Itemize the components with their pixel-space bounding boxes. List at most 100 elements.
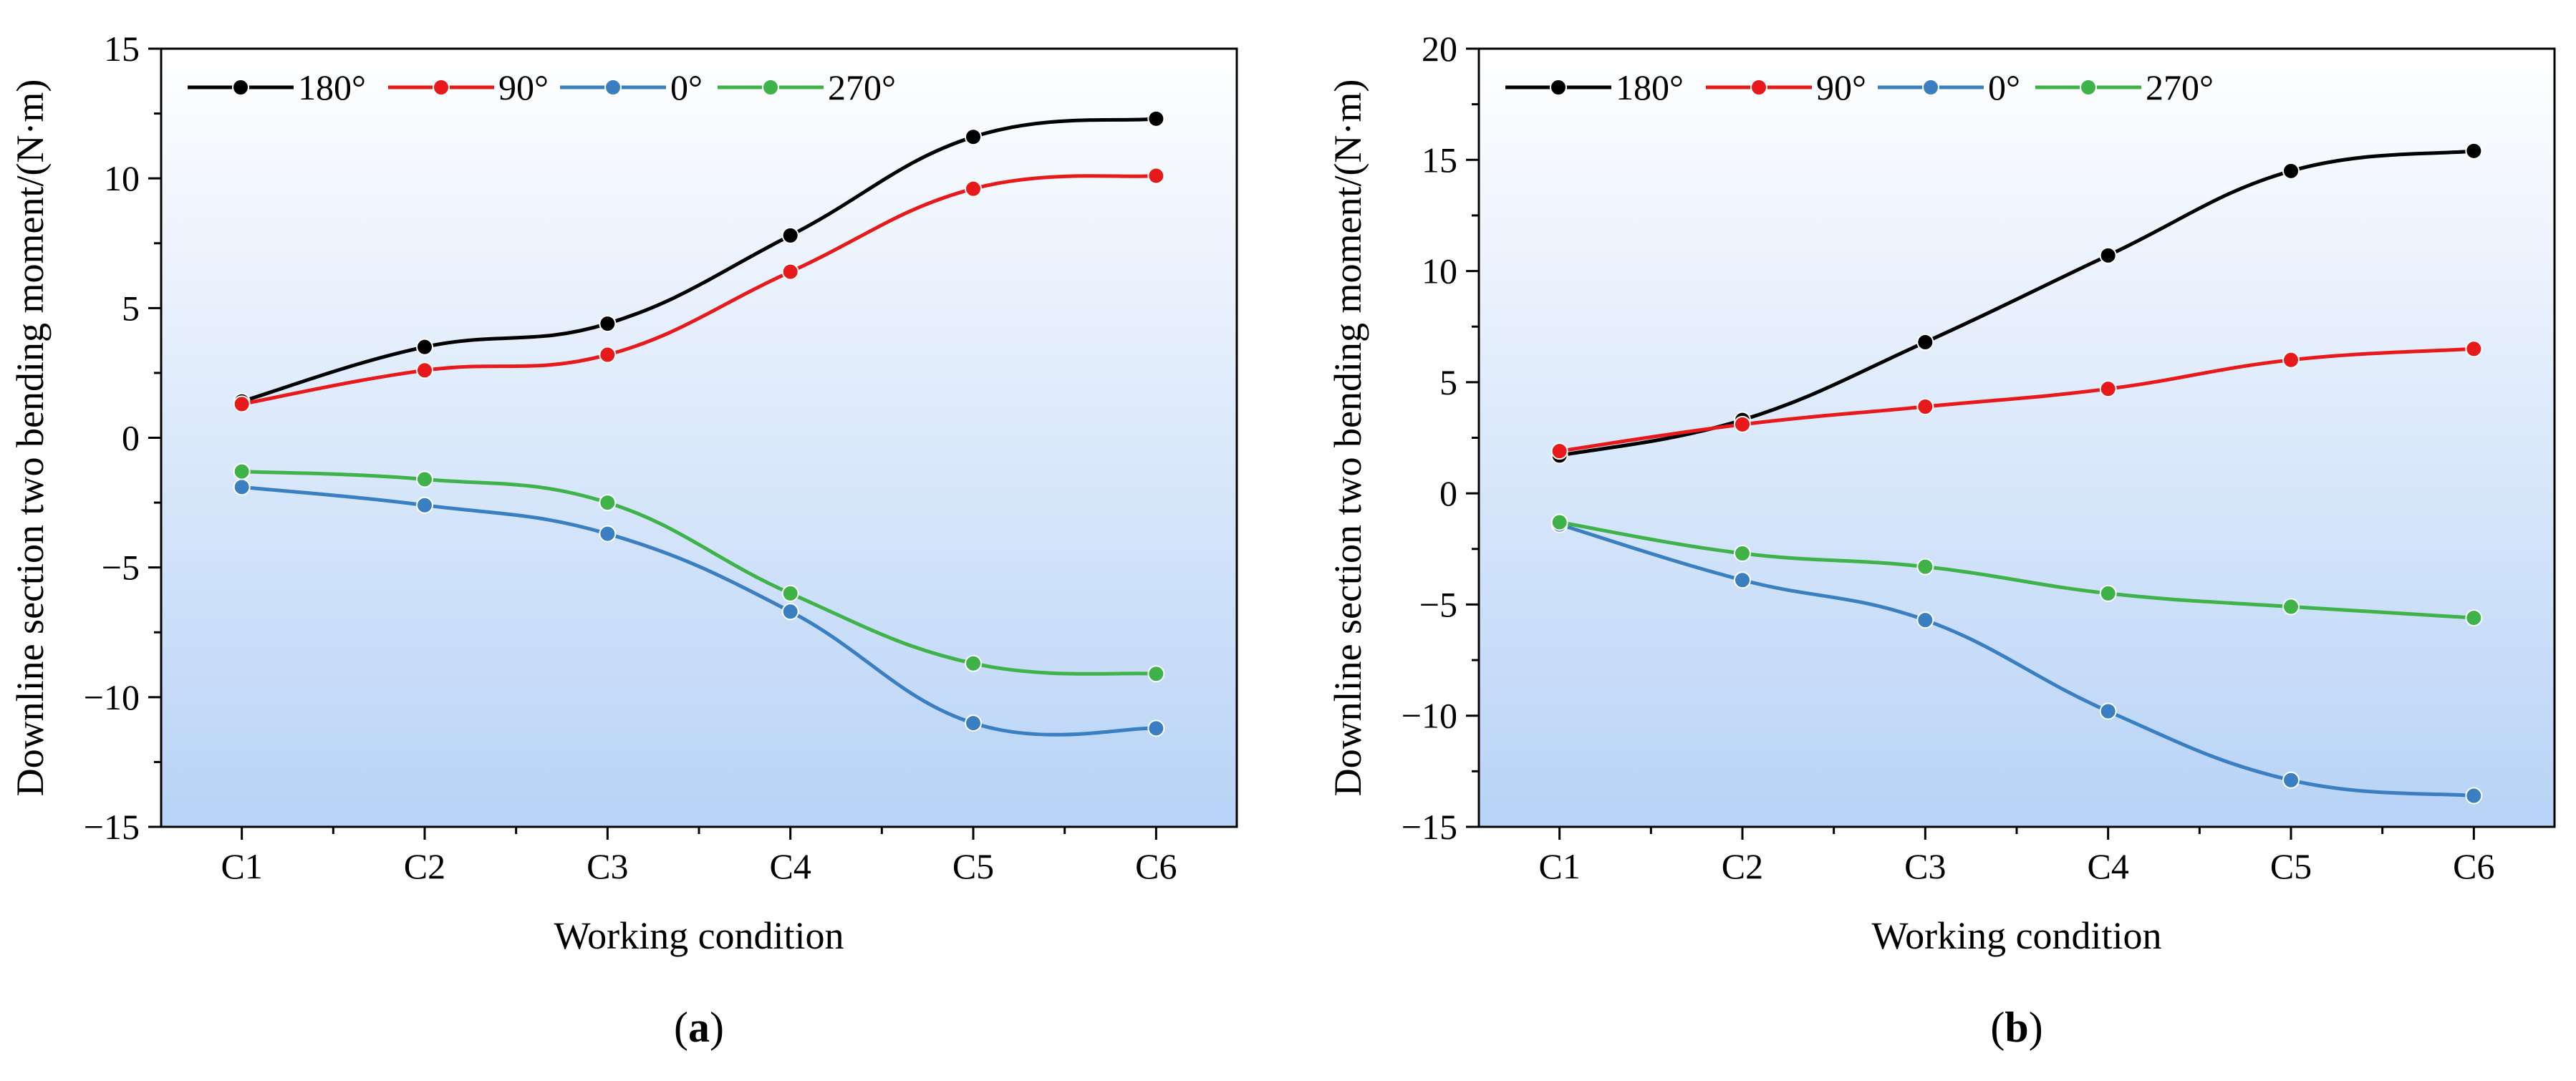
legend-label: 0° bbox=[1988, 67, 2020, 107]
x-tick-label: C6 bbox=[2453, 846, 2494, 886]
x-axis-title: Working condition bbox=[1871, 914, 2161, 957]
data-point bbox=[2465, 142, 2483, 160]
data-point bbox=[1147, 110, 1165, 127]
x-tick-label: C3 bbox=[587, 846, 628, 886]
y-tick-label: 0 bbox=[122, 418, 140, 458]
x-tick-label: C6 bbox=[1135, 846, 1177, 886]
y-axis-title: Downline section two bending moment/(N·m… bbox=[9, 79, 52, 797]
legend-marker bbox=[762, 79, 779, 96]
data-point bbox=[2282, 598, 2300, 616]
data-point bbox=[1916, 398, 1934, 416]
data-point bbox=[1147, 167, 1165, 185]
legend-entry: 90° bbox=[1706, 67, 1866, 107]
legend-entry: 180° bbox=[1505, 67, 1684, 107]
legend-marker bbox=[2080, 79, 2097, 96]
legend-entry: 0° bbox=[560, 67, 703, 107]
data-point bbox=[965, 128, 983, 146]
data-point bbox=[415, 338, 433, 356]
y-tick-label: −10 bbox=[84, 677, 140, 717]
data-point bbox=[2099, 380, 2117, 398]
data-point bbox=[1733, 415, 1751, 433]
plot-frame bbox=[1477, 47, 2556, 828]
legend-entry: 90° bbox=[388, 67, 549, 107]
data-point bbox=[1916, 611, 1934, 629]
legend-entry: 0° bbox=[1878, 67, 2020, 107]
series-line bbox=[241, 117, 1157, 404]
data-point bbox=[781, 263, 799, 281]
x-tick-label: C1 bbox=[221, 846, 262, 886]
x-tick-label: C1 bbox=[1538, 846, 1580, 886]
series-line bbox=[1559, 346, 2474, 453]
data-point bbox=[415, 470, 433, 488]
legend-label: 180° bbox=[298, 67, 366, 107]
data-point bbox=[2282, 351, 2300, 369]
data-point bbox=[599, 494, 617, 512]
data-point bbox=[1550, 513, 1568, 531]
legend-label: 90° bbox=[498, 67, 549, 107]
series-line bbox=[1559, 520, 2474, 620]
data-point bbox=[415, 362, 433, 379]
legend-entry: 270° bbox=[718, 67, 896, 107]
data-point bbox=[233, 395, 251, 413]
y-tick-label: 0 bbox=[1439, 473, 1457, 513]
legend-entry: 270° bbox=[2035, 67, 2214, 107]
x-tick-label: C2 bbox=[404, 846, 445, 886]
y-tick-label: −10 bbox=[1402, 696, 1457, 736]
y-tick-label: 10 bbox=[1422, 251, 1457, 291]
y-tick-label: −15 bbox=[1402, 807, 1457, 847]
x-tick-label: C4 bbox=[2087, 846, 2128, 886]
chart-panel-a: −15 −10 −5 0 5 10 15 C1 C2 C3 C4 C5 C6 180° 90° 0° 270° W… bbox=[9, 29, 1238, 1051]
plot-frame bbox=[160, 47, 1238, 828]
data-point bbox=[965, 180, 983, 198]
data-point bbox=[233, 478, 251, 496]
x-axis-title: Working condition bbox=[554, 914, 844, 957]
data-point bbox=[2099, 584, 2117, 602]
chart-panel-b: −15 −10 −5 0 5 10 15 20 C1 C2 C3 C4 C5 C6 180° 90° 0° 270… bbox=[1326, 29, 2556, 1051]
data-point bbox=[2099, 246, 2117, 264]
data-point bbox=[1733, 571, 1751, 589]
data-point bbox=[415, 496, 433, 514]
data-point bbox=[781, 603, 799, 621]
legend-label: 270° bbox=[828, 67, 896, 107]
x-tick-label: C2 bbox=[1722, 846, 1763, 886]
series-line bbox=[241, 485, 1157, 737]
legend-marker bbox=[1922, 79, 1939, 96]
y-tick-label: 15 bbox=[104, 29, 140, 69]
legend-label: 270° bbox=[2146, 67, 2214, 107]
y-tick-label: 5 bbox=[122, 288, 140, 328]
data-point bbox=[2282, 771, 2300, 789]
data-point bbox=[781, 584, 799, 602]
x-tick-label: C4 bbox=[769, 846, 811, 886]
legend-label: 180° bbox=[1616, 67, 1684, 107]
data-point bbox=[599, 315, 617, 333]
legend-label: 90° bbox=[1816, 67, 1866, 107]
data-point bbox=[1550, 442, 1568, 460]
legend-entry: 180° bbox=[188, 67, 366, 107]
x-tick-label: C3 bbox=[1904, 846, 1946, 886]
data-point bbox=[2282, 162, 2300, 180]
data-point bbox=[1916, 558, 1934, 576]
data-point bbox=[965, 714, 983, 732]
data-point bbox=[2465, 787, 2483, 805]
legend-marker bbox=[232, 79, 249, 96]
panel-label: (b) bbox=[1990, 1004, 2042, 1051]
legend-marker bbox=[604, 79, 622, 96]
data-point bbox=[1147, 719, 1165, 737]
legend-marker bbox=[1750, 79, 1767, 96]
legend-label: 0° bbox=[670, 67, 703, 107]
series-line bbox=[241, 174, 1157, 406]
data-point bbox=[2465, 340, 2483, 358]
x-tick-label: C5 bbox=[952, 846, 994, 886]
plot-background bbox=[161, 49, 1237, 827]
y-axis-title: Downline section two bending moment/(N·m… bbox=[1326, 79, 1369, 797]
legend-marker bbox=[433, 79, 450, 96]
data-point bbox=[781, 226, 799, 244]
y-tick-label: 15 bbox=[1422, 140, 1457, 180]
data-point bbox=[599, 346, 617, 364]
y-tick-label: 20 bbox=[1422, 29, 1457, 69]
data-point bbox=[965, 654, 983, 672]
x-tick-label: C5 bbox=[2270, 846, 2312, 886]
series-line bbox=[1558, 523, 2474, 798]
y-tick-label: 5 bbox=[1439, 362, 1457, 402]
